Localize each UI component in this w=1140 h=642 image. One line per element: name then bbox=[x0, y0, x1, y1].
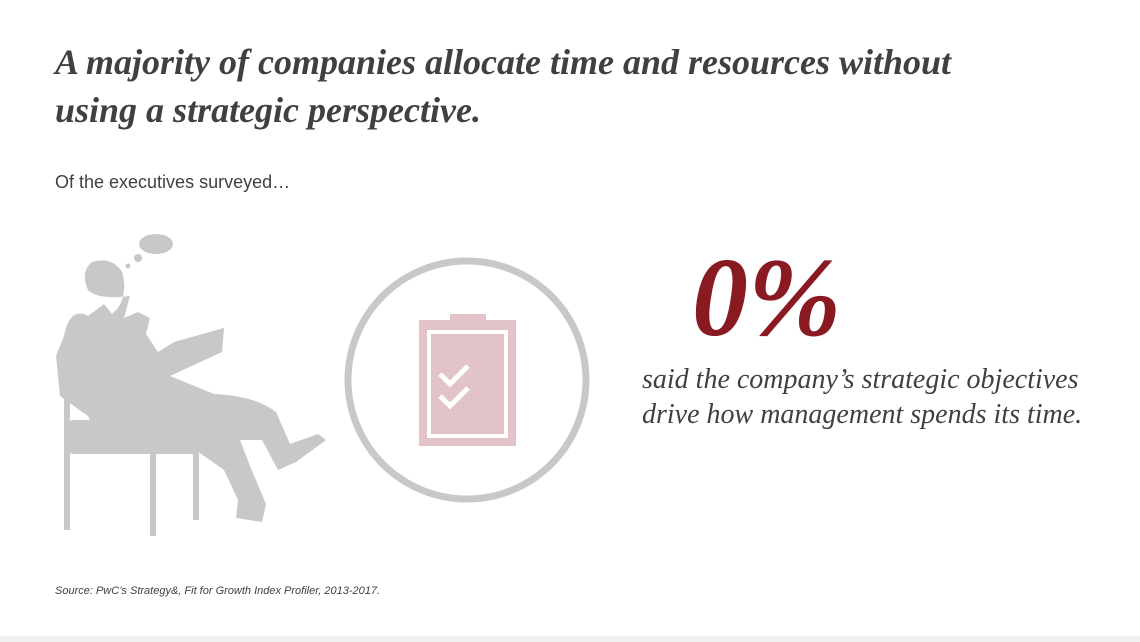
icon-circle bbox=[344, 257, 590, 503]
stat-value: 0% bbox=[692, 236, 842, 360]
stat-description: said the company’s strategic objectives … bbox=[642, 364, 1083, 430]
clipboard-icon bbox=[419, 314, 516, 446]
source: Source: PwC’s Strategy&, Fit for Growth … bbox=[55, 585, 381, 597]
thinking-person bbox=[56, 234, 326, 536]
footer-bar bbox=[0, 636, 1140, 642]
title: A majority of companies allocate time an… bbox=[55, 42, 952, 130]
subtitle: Of the executives surveyed… bbox=[55, 172, 291, 192]
